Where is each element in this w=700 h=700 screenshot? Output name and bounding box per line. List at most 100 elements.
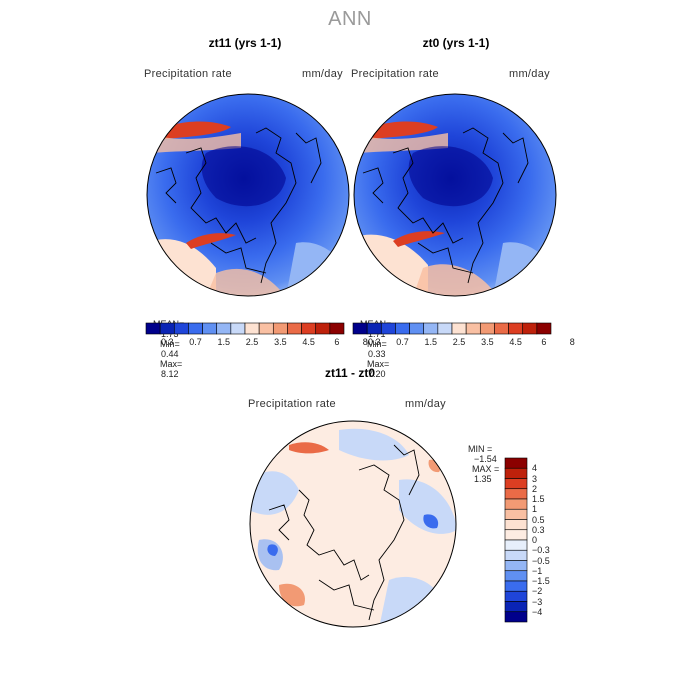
colorbar-swatch	[380, 322, 396, 335]
cool-patch-southeast	[379, 576, 444, 627]
colorbar-swatch	[230, 322, 246, 335]
min-label: Min=	[160, 339, 180, 349]
colorbar-tick-label: 1	[532, 504, 538, 515]
colorbar-labels-diff: 4 3 2 1.5 1 0.5 0.3 0 −0.3 −0.5 −1 −1.5 −2 −3 −4	[532, 458, 572, 622]
unit-label-diff: mm/day	[405, 398, 446, 410]
colorbar-tick-label: 0.3	[367, 337, 381, 347]
colorbar-swatch	[451, 322, 467, 335]
colorbar-swatch	[465, 322, 481, 335]
panel-title-diff: zt11 - zt0	[324, 366, 375, 380]
colorbar-swatch	[423, 322, 439, 335]
cool-spot-west	[267, 544, 278, 556]
polar-map-zt11	[146, 93, 350, 297]
colorbar-tick-label: 1.5	[532, 494, 545, 504]
colorbar-swatch	[504, 539, 528, 551]
warm-band-pacific-halo	[358, 133, 448, 153]
warm-spot-southwest	[279, 583, 305, 607]
coastline-2	[155, 167, 267, 274]
colorbar-tick-label: 0.7	[396, 337, 409, 347]
colorbar-swatch	[301, 322, 317, 335]
max-value: 7.20	[368, 369, 386, 379]
colorbar-diff	[504, 457, 528, 623]
min-value: 0.33	[368, 349, 386, 359]
colorbar-swatch	[437, 322, 453, 335]
colorbar-swatch	[258, 322, 274, 335]
stats-diff: MIN = −1.54 MAX = 1.35	[463, 434, 499, 484]
figure-title: ANN	[328, 8, 372, 30]
colorbar-zt0	[352, 322, 552, 335]
colorbar-swatch	[395, 322, 410, 335]
colorbar-tick-label: 2	[532, 483, 538, 494]
colorbar-swatch	[315, 322, 331, 335]
colorbar-tick-label: 1.5	[424, 337, 438, 347]
colorbar-tick-label: −1.5	[532, 576, 550, 586]
colorbar-swatch	[504, 488, 528, 500]
colorbar-swatch	[287, 322, 302, 335]
coastline-1	[392, 127, 529, 284]
colorbar-labels-zt0: 0.3 0.7 1.5 2.5 3.5 4.5 6 8	[353, 337, 575, 349]
panel-title-zt0: zt0 (yrs 1-1)	[422, 36, 490, 50]
colorbar-swatch	[479, 322, 495, 335]
warm-region-south	[413, 264, 498, 296]
unit-label-zt11: mm/day	[302, 68, 343, 80]
coastline-1	[185, 127, 322, 284]
core-dark-region	[408, 146, 493, 207]
max-label: Max=	[160, 359, 183, 369]
polar-map-zt0	[353, 93, 557, 297]
colorbar-zt11	[145, 322, 345, 335]
min-label: MIN =	[468, 444, 493, 454]
warm-band-pacific-halo	[151, 133, 241, 153]
colorbar-tick-label: −3	[532, 596, 543, 607]
colorbar-tick-label: −2	[532, 586, 543, 597]
colorbar-swatch	[244, 322, 260, 335]
map-boundary	[353, 93, 557, 297]
polar-map-diff	[249, 420, 457, 628]
colorbar-swatch	[504, 580, 528, 592]
map-boundary	[249, 420, 457, 628]
colorbar-tick-label: 0.7	[189, 337, 202, 347]
warm-streak-atlantic	[393, 231, 445, 247]
coastline-2	[268, 504, 375, 611]
colorbar-tick-label: 6	[334, 337, 340, 347]
min-value: −1.54	[474, 454, 497, 464]
colorbar-swatch	[188, 322, 203, 335]
colorbar-tick-label: 6	[541, 337, 547, 347]
colorbar-swatch	[504, 611, 528, 623]
colorbar-swatch	[504, 590, 528, 602]
colorbar-swatch	[352, 322, 368, 335]
colorbar-swatch	[159, 322, 175, 335]
unit-label-zt0: mm/day	[509, 68, 550, 80]
warm-streak-north	[289, 442, 329, 454]
colorbar-swatch	[409, 322, 425, 335]
max-label: MAX =	[472, 464, 500, 474]
core-dark-region	[201, 146, 286, 207]
coastline-2	[362, 167, 474, 274]
colorbar-tick-label: 4	[532, 463, 538, 474]
colorbar-tick-label: 0	[532, 535, 538, 545]
colorbar-swatch	[504, 570, 528, 582]
cool-region-east	[493, 242, 556, 296]
colorbar-tick-label: −1	[532, 565, 543, 576]
colorbar-swatch	[504, 529, 528, 541]
colorbar-swatch	[504, 498, 528, 510]
colorbar-tick-label: 3.5	[274, 337, 287, 347]
colorbar-tick-label: 0.3	[160, 337, 174, 347]
cool-patch-northwest	[250, 471, 299, 515]
colorbar-swatch	[504, 560, 528, 572]
colorbar-swatch	[504, 601, 528, 613]
colorbar-swatch	[508, 322, 524, 335]
colorbar-swatch	[494, 322, 509, 335]
colorbar-labels-zt11: 0.3 0.7 1.5 2.5 3.5 4.5 6 8	[146, 337, 368, 349]
colorbar-tick-label: 3.5	[481, 337, 494, 347]
colorbar-swatch	[504, 457, 528, 469]
colorbar-swatch	[504, 508, 528, 520]
cool-region-east	[286, 242, 349, 296]
warm-band-pacific	[368, 121, 438, 139]
colorbar-tick-label: 8	[569, 337, 575, 347]
colorbar-swatch	[504, 549, 528, 561]
colorbar-tick-label: −0.3	[532, 545, 550, 556]
colorbar-swatch	[366, 322, 382, 335]
colorbar-tick-label: 1.5	[217, 337, 231, 347]
warm-region-south	[206, 268, 286, 296]
cool-spot-east	[423, 514, 439, 529]
